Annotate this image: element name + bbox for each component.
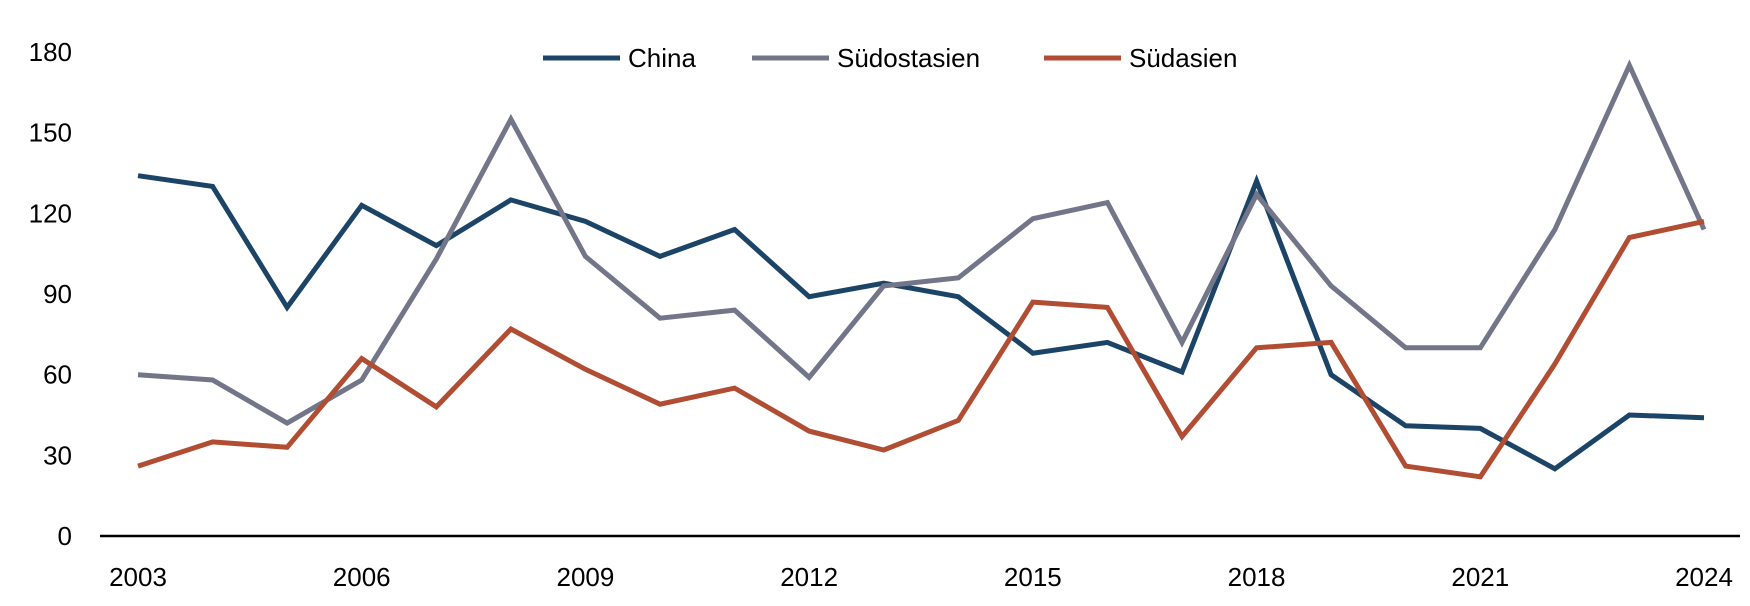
x-tick-label: 2003 bbox=[109, 562, 167, 592]
x-tick-label: 2021 bbox=[1451, 562, 1509, 592]
x-tick-label: 2018 bbox=[1228, 562, 1286, 592]
x-tick-label: 2009 bbox=[557, 562, 615, 592]
legend-item: Südostasien bbox=[752, 43, 980, 73]
y-tick-label: 120 bbox=[29, 198, 72, 228]
x-axis-tick-labels: 2003 2006 2009 2012 2015 2018 2021 2024 bbox=[109, 562, 1733, 592]
y-tick-label: 90 bbox=[43, 279, 72, 309]
x-tick-label: 2006 bbox=[333, 562, 391, 592]
series-line-china bbox=[137, 173, 1705, 472]
y-tick-label: 0 bbox=[58, 521, 72, 551]
series-line-s-dasien bbox=[137, 218, 1705, 480]
x-tick-label: 2024 bbox=[1675, 562, 1733, 592]
y-tick-label: 30 bbox=[43, 440, 72, 470]
legend-item: China bbox=[543, 43, 696, 73]
y-tick-label: 150 bbox=[29, 118, 72, 148]
legend-item: Südasien bbox=[1044, 43, 1237, 73]
legend: China Südostasien Südasien bbox=[543, 43, 1237, 73]
y-tick-label: 60 bbox=[43, 360, 72, 390]
y-axis-tick-labels: 0 30 60 90 120 150 180 bbox=[29, 37, 72, 551]
series-lines bbox=[137, 59, 1707, 480]
legend-label: Südostasien bbox=[837, 43, 980, 73]
legend-label: China bbox=[628, 43, 696, 73]
x-tick-label: 2015 bbox=[1004, 562, 1062, 592]
legend-label: Südasien bbox=[1129, 43, 1237, 73]
y-tick-label: 180 bbox=[29, 37, 72, 67]
x-tick-label: 2012 bbox=[780, 562, 838, 592]
series-line-s-dostasien bbox=[137, 59, 1707, 426]
